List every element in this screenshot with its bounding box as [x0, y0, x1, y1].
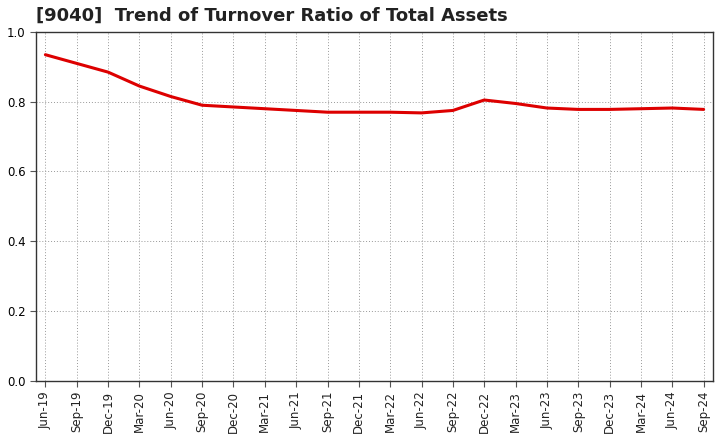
- Text: [9040]  Trend of Turnover Ratio of Total Assets: [9040] Trend of Turnover Ratio of Total …: [36, 7, 508, 25]
